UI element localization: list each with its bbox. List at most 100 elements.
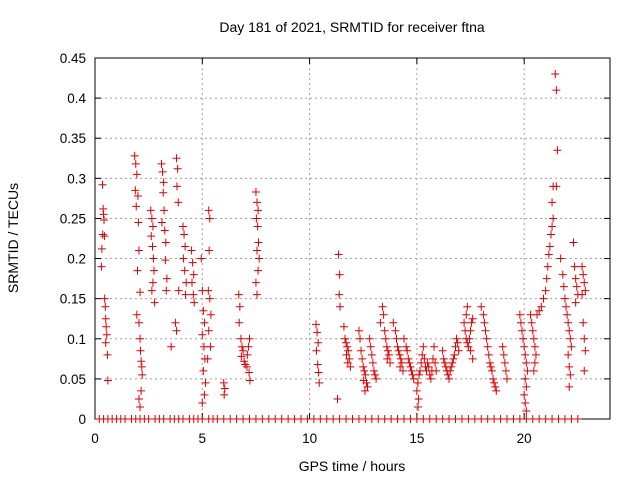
y-tick-label: 0.35 [60,131,86,146]
data-point [346,362,355,371]
data-point [147,214,156,223]
y-tick-label: 0.1 [67,332,86,347]
data-point [335,270,344,279]
data-point [446,366,455,375]
data-point [406,362,415,371]
data-point [131,159,140,168]
data-point [404,354,413,363]
data-point [578,290,587,299]
data-point [382,342,391,351]
data-point [162,286,171,295]
data-point [198,398,207,407]
data-point [430,342,439,351]
data-point [253,222,262,231]
y-tick-label: 0.4 [67,91,86,106]
data-point [254,266,263,275]
data-point [100,216,109,225]
data-point [100,232,109,241]
data-point [548,198,557,207]
data-point [424,362,433,371]
data-point [460,318,469,327]
data-point [553,146,562,155]
data-point [239,346,248,355]
data-point [243,350,252,359]
data-point [578,262,587,271]
data-point [245,376,254,385]
data-point [343,358,352,367]
data-point [402,342,411,351]
data-point [171,318,180,327]
data-point [245,334,254,343]
data-point [398,366,407,375]
data-point [565,362,574,371]
data-point [521,374,530,383]
data-point [549,214,558,223]
data-point [360,386,369,395]
data-point [412,386,421,395]
data-point [340,334,349,343]
data-point [134,318,143,327]
data-point [520,342,529,351]
data-point [566,334,575,343]
data-point [443,370,452,379]
data-point [134,218,143,227]
data-point [529,366,538,375]
x-tick-label: 5 [199,431,207,446]
data-point [405,358,414,367]
data-point [157,218,166,227]
data-point [136,346,145,355]
data-point [467,318,476,327]
data-point [533,310,542,319]
data-point [453,338,462,347]
data-point [173,164,182,173]
data-point [200,318,209,327]
data-point [539,294,548,303]
data-point [137,357,146,366]
data-point [447,362,456,371]
data-point [367,350,376,359]
data-point [445,374,454,383]
data-point [389,318,398,327]
data-point [440,358,449,367]
data-point [201,378,210,387]
data-point [423,358,432,367]
data-point [180,266,189,275]
data-point [133,191,142,200]
data-point [564,318,573,327]
data-point [244,342,253,351]
data-point [483,342,492,351]
data-point [134,246,143,255]
data-point [172,154,181,163]
data-point [313,328,322,337]
data-point [181,242,190,251]
data-point [134,394,143,403]
data-point [200,390,209,399]
data-point [148,242,157,251]
data-point [100,294,109,303]
data-point [522,358,531,367]
data-point [188,258,197,267]
data-point [565,326,574,335]
data-point [148,222,157,231]
y-tick-label: 0.25 [60,211,86,226]
data-point [133,266,142,275]
data-point [396,362,405,371]
data-point [482,334,491,343]
data-point [204,326,213,335]
data-point [522,406,531,415]
data-point [167,342,176,351]
data-point [354,326,363,335]
y-tick-label: 0.3 [67,171,86,186]
data-point [563,310,572,319]
data-point [356,334,365,343]
data-point [520,390,529,399]
data-point [174,198,183,207]
data-point [413,402,422,411]
data-point [252,214,261,223]
data-point [103,376,112,385]
data-point [572,282,581,291]
data-point [501,366,510,375]
data-point [391,326,400,335]
data-point [132,170,141,179]
